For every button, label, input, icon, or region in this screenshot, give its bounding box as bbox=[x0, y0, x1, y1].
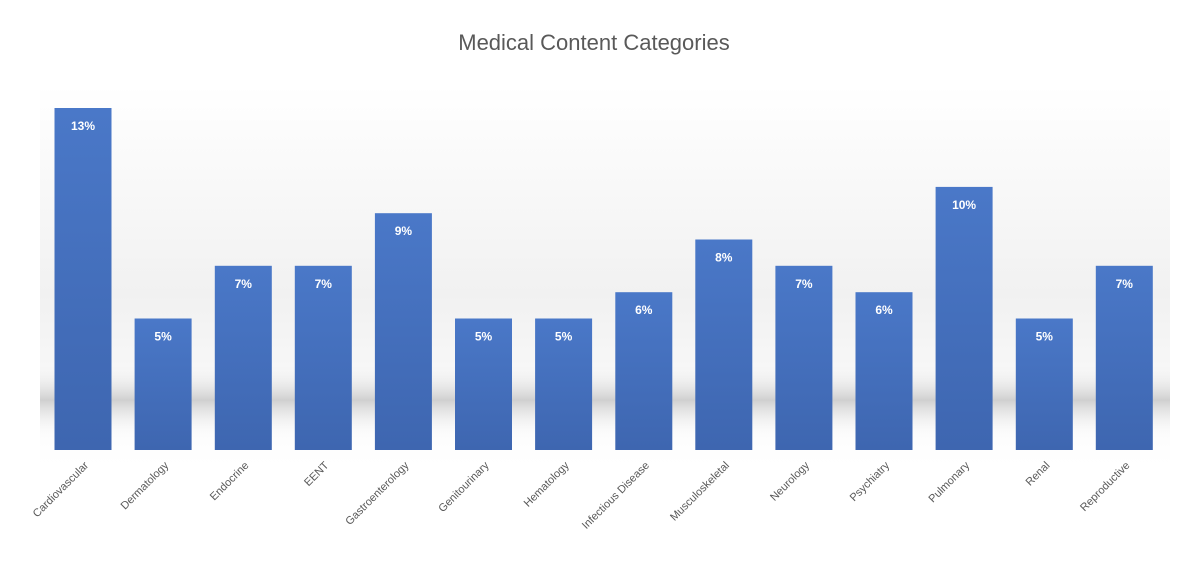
bar-pulmonary bbox=[935, 186, 993, 450]
bar-cardiovascular bbox=[54, 108, 112, 450]
data-label: 10% bbox=[952, 198, 976, 212]
bar-infectious-disease bbox=[615, 292, 673, 450]
data-label: 6% bbox=[875, 303, 893, 317]
bar-neurology bbox=[775, 265, 833, 450]
data-label: 7% bbox=[235, 277, 253, 291]
floor-shadow bbox=[40, 360, 1170, 440]
bar-reproductive bbox=[1095, 265, 1153, 450]
data-label: 7% bbox=[795, 277, 813, 291]
bar-genitourinary bbox=[455, 318, 512, 450]
x-tick-label: Psychiatry bbox=[848, 459, 893, 504]
x-tick-label: Reproductive bbox=[1078, 460, 1132, 514]
x-tick-label: Endocrine bbox=[208, 460, 252, 504]
x-tick-label: Dermatology bbox=[119, 459, 172, 512]
bar-renal bbox=[1015, 318, 1073, 450]
data-label: 5% bbox=[555, 330, 573, 344]
data-label: 9% bbox=[395, 224, 413, 238]
bar-gastroenterology bbox=[374, 213, 432, 450]
bar-psychiatry bbox=[855, 292, 913, 450]
data-label: 5% bbox=[1036, 330, 1054, 344]
data-label: 7% bbox=[1116, 277, 1134, 291]
bar-hematology bbox=[535, 318, 593, 450]
x-tick-label: Pulmonary bbox=[927, 459, 973, 505]
x-tick-label: Neurology bbox=[768, 459, 812, 503]
x-tick-label: Hematology bbox=[522, 459, 572, 509]
x-tick-label: Genitourinary bbox=[436, 459, 492, 515]
x-tick-label: Musculoskeletal bbox=[668, 460, 732, 524]
data-label: 5% bbox=[475, 330, 493, 344]
data-label: 8% bbox=[715, 251, 733, 265]
data-label: 7% bbox=[315, 277, 333, 291]
bar-eent bbox=[294, 265, 352, 450]
bar-endocrine bbox=[214, 265, 272, 450]
x-tick-label: Infectious Disease bbox=[580, 460, 652, 532]
bar-dermatology bbox=[134, 318, 192, 450]
chart-title: Medical Content Categories bbox=[458, 30, 730, 55]
data-label: 13% bbox=[71, 119, 95, 133]
bar-musculoskeletal bbox=[695, 239, 753, 450]
data-label: 6% bbox=[635, 303, 653, 317]
x-tick-label: Cardiovascular bbox=[31, 459, 92, 520]
data-label: 5% bbox=[154, 330, 172, 344]
x-tick-label: Gastroenterology bbox=[343, 459, 412, 528]
